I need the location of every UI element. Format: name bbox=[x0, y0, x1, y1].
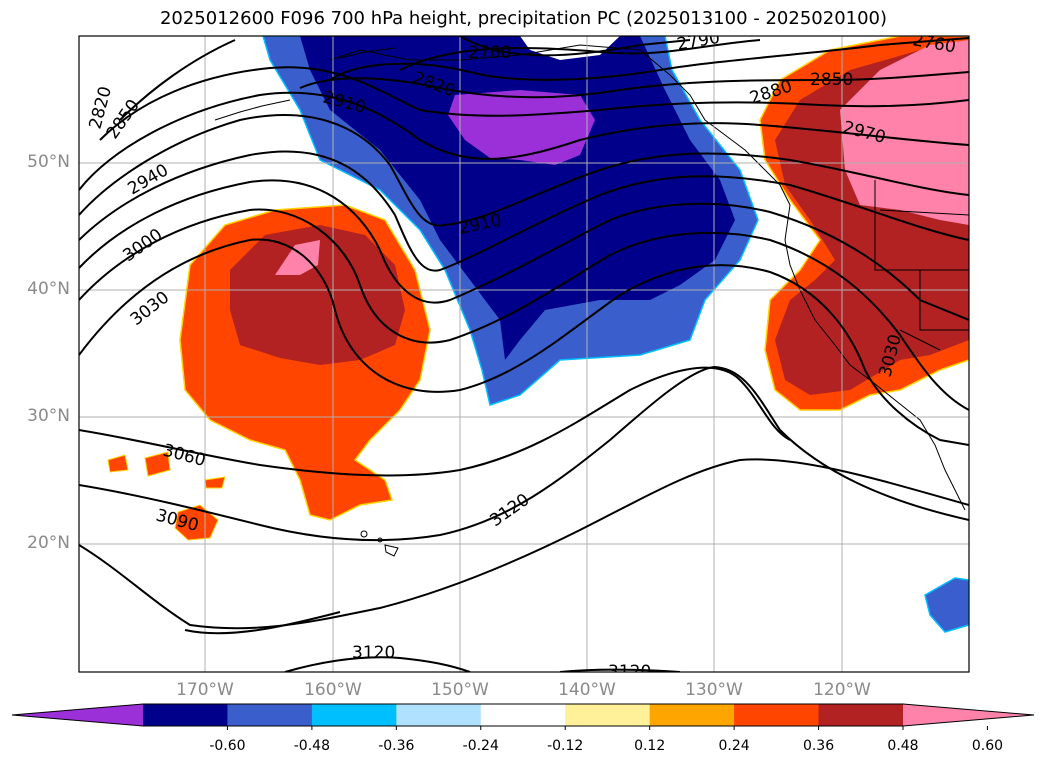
colorbar-tick-label: -0.48 bbox=[293, 738, 330, 754]
lon-label: 130°W bbox=[685, 680, 743, 700]
lat-label: 40°N bbox=[27, 279, 70, 299]
contour-label: 3120 bbox=[352, 643, 395, 663]
gridlines bbox=[79, 36, 969, 672]
colorbar-segment bbox=[734, 704, 820, 726]
colorbar-tick-label: -0.24 bbox=[462, 738, 499, 754]
colorbar-segment bbox=[818, 704, 904, 726]
colorbar-extend-min bbox=[12, 704, 143, 726]
lat-label: 50°N bbox=[27, 152, 70, 172]
lat-label: 20°N bbox=[27, 533, 70, 553]
colorbar-segment bbox=[227, 704, 313, 726]
colorbar-extend-max bbox=[903, 704, 1034, 726]
colorbar-segment bbox=[143, 704, 228, 726]
contour-label: 3120 bbox=[608, 662, 651, 682]
colorbar-tick-label: 0.24 bbox=[718, 738, 750, 754]
colorbar-tick-label: 0.12 bbox=[634, 738, 666, 754]
colorbar-segment bbox=[396, 704, 482, 726]
lat-label: 30°N bbox=[27, 406, 70, 426]
colorbar-segment bbox=[311, 704, 397, 726]
colorbar-tick-label: -0.36 bbox=[378, 738, 415, 754]
lon-label: 120°W bbox=[813, 680, 871, 700]
lon-label: 150°W bbox=[431, 680, 489, 700]
lon-label: 160°W bbox=[304, 680, 362, 700]
height-contours bbox=[79, 36, 969, 672]
colorbar-segment bbox=[649, 704, 735, 726]
coastlines bbox=[214, 44, 969, 557]
colorbar-segment bbox=[480, 704, 566, 726]
map-frame bbox=[78, 35, 970, 673]
map-title: 2025012600 F096 700 hPa height, precipit… bbox=[159, 8, 888, 29]
colorbar-outline bbox=[11, 703, 1035, 727]
colorbar-tick-label: -0.12 bbox=[547, 738, 584, 754]
colorbar-tick-label: 0.60 bbox=[971, 738, 1004, 754]
colorbar-tick-label: 0.36 bbox=[802, 738, 835, 754]
positive-anomaly-region-west bbox=[107, 204, 431, 541]
colorbar-segments bbox=[11, 703, 1035, 730]
contour-label: 2850 bbox=[810, 70, 853, 90]
colorbar-segment bbox=[565, 704, 651, 726]
lon-label: 140°W bbox=[558, 680, 616, 700]
colorbar-tick-label: 0.48 bbox=[887, 738, 919, 754]
lon-label: 170°W bbox=[176, 680, 234, 700]
colorbar-tick-label: -0.60 bbox=[209, 738, 246, 754]
contour-label: 2760 bbox=[468, 43, 511, 63]
